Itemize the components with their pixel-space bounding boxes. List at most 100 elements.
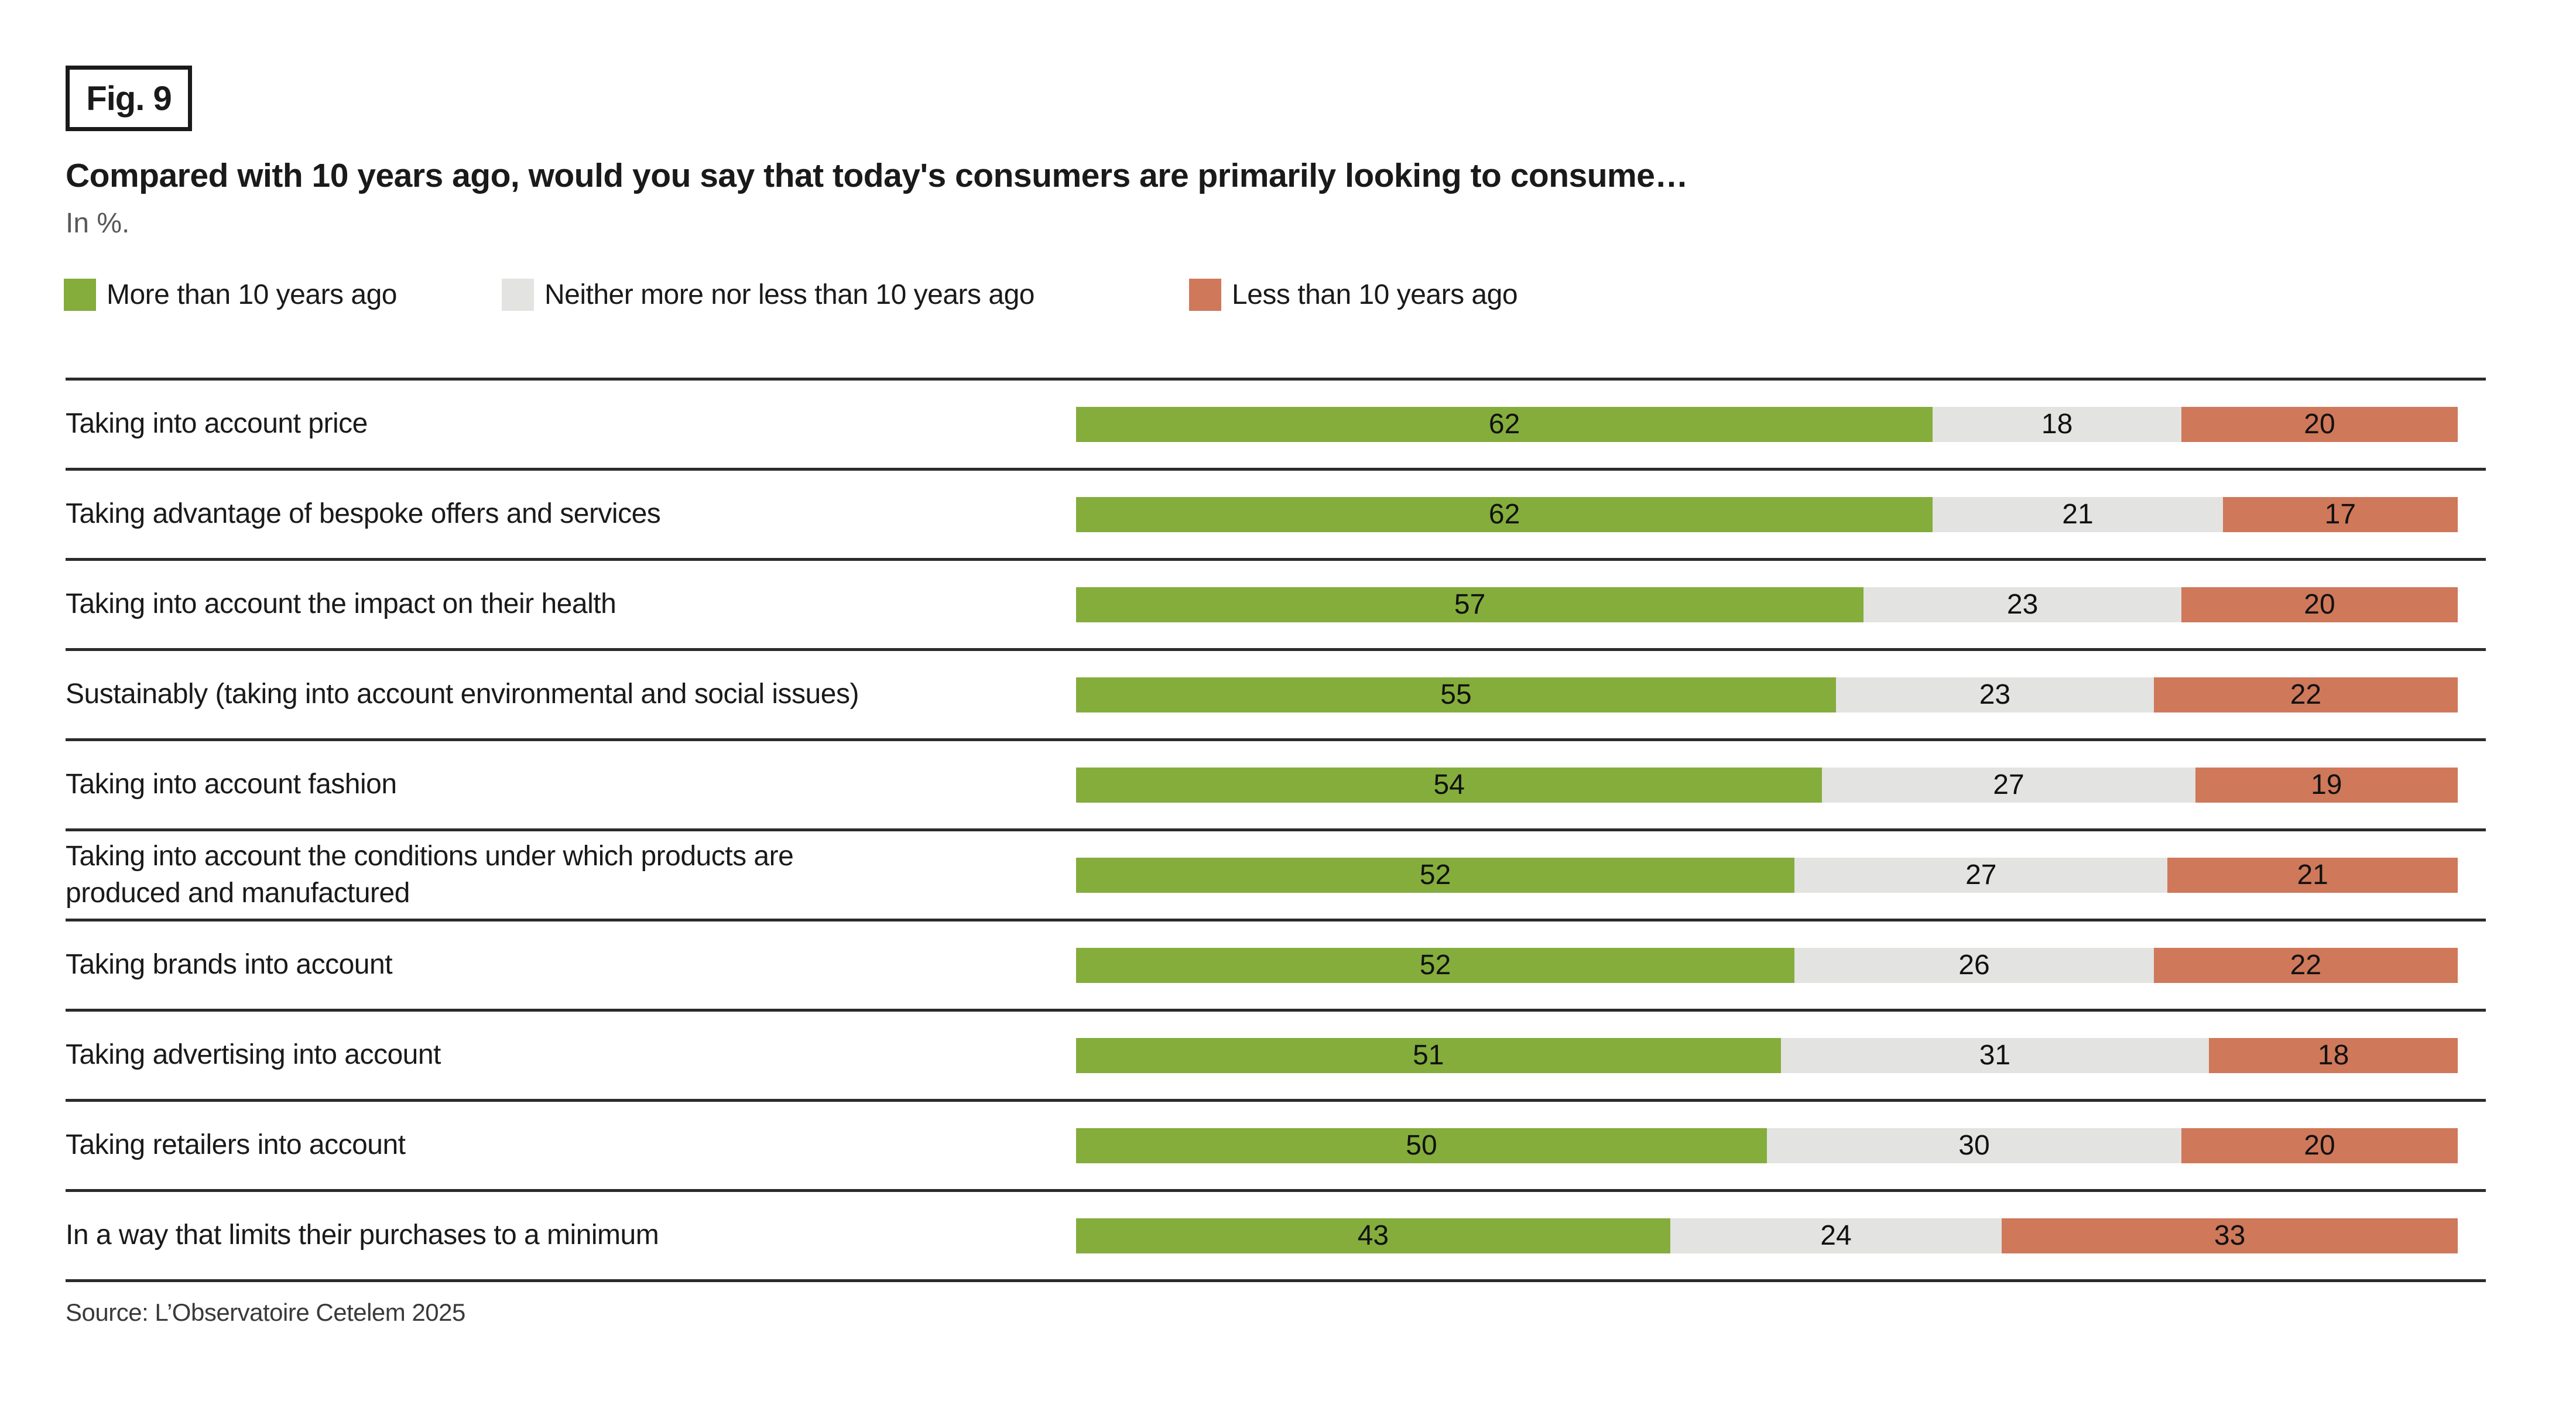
bar-segment-less: 20 <box>2181 587 2458 622</box>
bar-segment-more: 62 <box>1076 496 1933 532</box>
row-label: Taking into account price <box>66 408 368 440</box>
bar-value: 19 <box>2311 769 2342 800</box>
bar-value: 17 <box>2324 499 2356 530</box>
legend-label: Less than 10 years ago <box>1232 279 1518 310</box>
bar-value: 26 <box>1958 950 1990 981</box>
bar-segment-neither: 30 <box>1767 1128 2181 1163</box>
bar-value: 51 <box>1413 1040 1444 1071</box>
row-label: Taking into account the impact on their … <box>66 588 616 620</box>
bar-segment-more: 52 <box>1076 857 1795 893</box>
legend-swatch-orange <box>1189 279 1221 311</box>
bar-segment-less: 19 <box>2195 767 2458 803</box>
bar-segment-neither: 23 <box>1864 587 2181 622</box>
legend-item-more-than-10-years-ago: More than 10 years ago <box>64 279 397 311</box>
chart-row: Taking retailers into account 50 30 20 <box>66 1099 2486 1189</box>
legend-item-neither-more-nor-less: Neither more nor less than 10 years ago <box>502 279 1034 311</box>
bar-value: 54 <box>1433 769 1465 800</box>
bar-value: 62 <box>1488 499 1520 530</box>
bar-segment-less: 20 <box>2181 406 2458 442</box>
bar-segment-more: 62 <box>1076 406 1933 442</box>
stacked-bar: 57 23 20 <box>1076 587 2458 622</box>
stacked-bar: 52 26 22 <box>1076 947 2458 983</box>
chart-row: In a way that limits their purchases to … <box>66 1189 2486 1279</box>
row-label: Taking advantage of bespoke offers and s… <box>66 498 661 530</box>
row-label: Taking brands into account <box>66 949 393 981</box>
row-label: In a way that limits their purchases to … <box>66 1219 659 1251</box>
bar-segment-neither: 23 <box>1836 677 2154 712</box>
bar-value: 31 <box>1979 1040 2011 1071</box>
legend-label: Neither more nor less than 10 years ago <box>544 279 1034 310</box>
bar-segment-more: 57 <box>1076 587 1864 622</box>
row-label: Taking retailers into account <box>66 1129 406 1161</box>
bar-segment-neither: 27 <box>1822 767 2195 803</box>
bar-value: 23 <box>1979 679 2011 710</box>
chart-title: Compared with 10 years ago, would you sa… <box>66 157 1688 194</box>
bar-chart: Taking into account price 62 18 20 Taking ad… <box>66 378 2486 1282</box>
legend-item-less-than-10-years-ago: Less than 10 years ago <box>1189 279 1518 311</box>
bar-segment-neither: 27 <box>1794 857 2168 893</box>
legend-swatch-gray <box>502 279 534 311</box>
chart-row: Taking into account fashion 54 27 19 <box>66 738 2486 828</box>
chart-row: Taking into account the impact on their … <box>66 558 2486 648</box>
legend: More than 10 years ago Neither more nor … <box>0 279 2576 313</box>
bar-value: 23 <box>2006 589 2039 620</box>
bar-segment-neither: 21 <box>1933 496 2223 532</box>
stacked-bar: 62 21 17 <box>1076 496 2458 532</box>
bar-segment-less: 33 <box>2002 1218 2458 1253</box>
bar-segment-less: 21 <box>2167 857 2458 893</box>
bar-value: 30 <box>1958 1130 1990 1161</box>
legend-label: More than 10 years ago <box>107 279 397 310</box>
bar-value: 27 <box>1965 859 1997 890</box>
chart-row: Sustainably (taking into account environ… <box>66 648 2486 738</box>
bar-value: 20 <box>2304 589 2335 620</box>
bar-value: 22 <box>2290 950 2322 981</box>
source-note: Source: L’Observatoire Cetelem 2025 <box>66 1299 465 1326</box>
chart-row: Taking brands into account 52 26 22 <box>66 919 2486 1009</box>
row-label: Taking into account fashion <box>66 769 397 800</box>
bar-value: 52 <box>1419 859 1451 890</box>
legend-swatch-green <box>64 279 96 311</box>
bar-value: 18 <box>2317 1040 2349 1071</box>
chart-row: Taking into account price 62 18 20 <box>66 378 2486 468</box>
bar-value: 20 <box>2304 1130 2335 1161</box>
chart-row: Taking advantage of bespoke offers and s… <box>66 468 2486 558</box>
chart-row: Taking advertising into account 51 31 18 <box>66 1009 2486 1099</box>
stacked-bar: 50 30 20 <box>1076 1128 2458 1163</box>
chart-row: Taking into account the conditions under… <box>66 828 2486 919</box>
stacked-bar: 55 23 22 <box>1076 677 2458 712</box>
bar-segment-more: 55 <box>1076 677 1836 712</box>
stacked-bar: 51 31 18 <box>1076 1037 2458 1073</box>
bar-segment-more: 51 <box>1076 1037 1781 1073</box>
bar-value: 43 <box>1357 1220 1389 1251</box>
bar-segment-less: 20 <box>2181 1128 2458 1163</box>
chart-subtitle: In %. <box>66 208 130 239</box>
row-label: Sustainably (taking into account environ… <box>66 679 859 710</box>
bar-segment-less: 22 <box>2153 677 2458 712</box>
bar-value: 50 <box>1406 1130 1437 1161</box>
bar-segment-more: 54 <box>1076 767 1823 803</box>
bar-value: 62 <box>1488 409 1520 440</box>
stacked-bar: 54 27 19 <box>1076 767 2458 803</box>
stacked-bar: 62 18 20 <box>1076 406 2458 442</box>
figure-number-label: Fig. 9 <box>86 79 172 118</box>
bar-segment-more: 43 <box>1076 1218 1670 1253</box>
bar-segment-more: 52 <box>1076 947 1795 983</box>
bar-segment-neither: 24 <box>1670 1218 2002 1253</box>
bar-value: 21 <box>2297 859 2328 890</box>
row-label: Taking into account the conditions under… <box>66 841 794 909</box>
bar-segment-less: 18 <box>2209 1037 2458 1073</box>
bar-segment-less: 22 <box>2153 947 2458 983</box>
bar-value: 24 <box>1820 1220 1852 1251</box>
bar-value: 52 <box>1419 950 1451 981</box>
figure-number-badge: Fig. 9 <box>66 66 192 131</box>
bar-segment-neither: 18 <box>1933 406 2181 442</box>
bar-value: 27 <box>1993 769 2025 800</box>
stacked-bar: 43 24 33 <box>1076 1218 2458 1253</box>
bar-value: 20 <box>2304 409 2335 440</box>
row-label: Taking advertising into account <box>66 1039 441 1071</box>
bar-segment-neither: 26 <box>1794 947 2154 983</box>
bar-segment-neither: 31 <box>1780 1037 2210 1073</box>
bar-value: 55 <box>1440 679 1472 710</box>
bar-segment-more: 50 <box>1076 1128 1767 1163</box>
